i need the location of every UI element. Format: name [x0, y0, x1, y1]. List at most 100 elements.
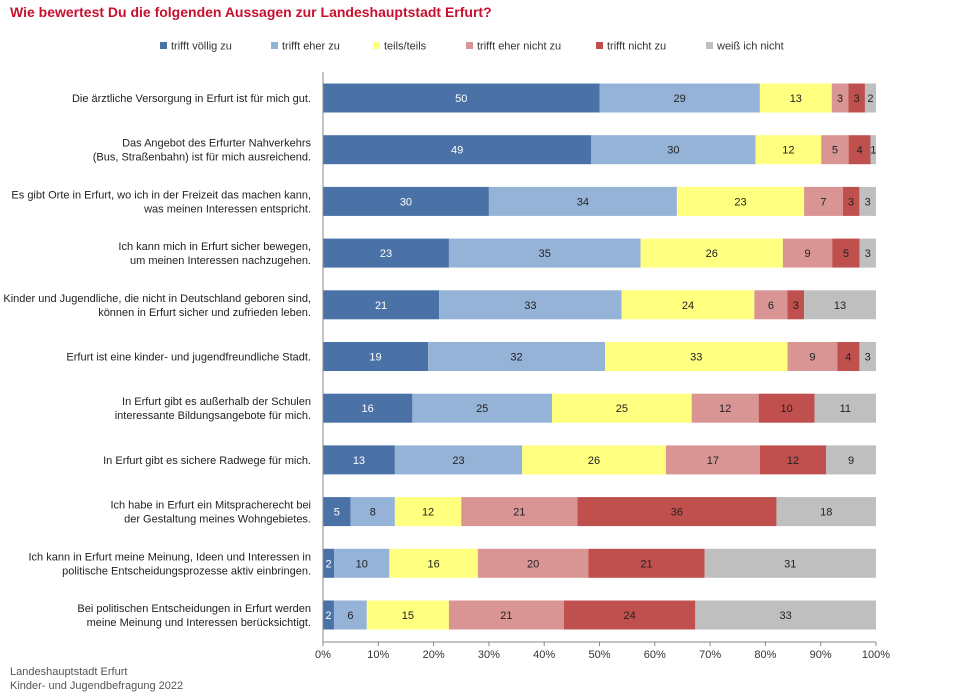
- data-label: 12: [782, 145, 794, 157]
- data-label: 30: [667, 145, 679, 157]
- bar-segment: [826, 445, 876, 475]
- bar-segment: [848, 83, 865, 113]
- legend-label: trifft völlig zu: [171, 41, 232, 53]
- x-axis: 0% 10% 20% 30% 40% 50% 60% 70% 80% 90% 100%: [315, 72, 890, 661]
- legend-label: weiß ich nicht: [716, 41, 784, 53]
- data-label: 2: [867, 93, 873, 105]
- bar-segment: [323, 600, 334, 630]
- data-label: 9: [809, 352, 815, 364]
- category-label: politische Entscheidungsprozesse aktiv e…: [62, 565, 311, 577]
- bar-segment: [323, 445, 395, 475]
- data-label: 11: [840, 403, 851, 415]
- x-tick-label: 60%: [644, 649, 666, 661]
- data-label: 33: [524, 300, 536, 312]
- data-label: 5: [334, 507, 340, 519]
- data-label: 3: [848, 196, 854, 208]
- data-label: 20: [527, 558, 539, 570]
- footer-survey: Kinder- und Jugendbefragung 2022: [10, 680, 184, 692]
- bar-segment: [665, 445, 760, 475]
- chart-title: Wie bewertest Du die folgenden Aussagen …: [10, 4, 492, 20]
- x-tick-label: 90%: [810, 649, 832, 661]
- legend-label: trifft eher nicht zu: [477, 41, 561, 53]
- bar-segment: [323, 238, 449, 268]
- bar-segment: [759, 83, 832, 113]
- data-label: 29: [674, 93, 686, 105]
- category-label: was meinen Interessen entspricht.: [143, 203, 311, 215]
- category-label: Kinder und Jugendliche, die nicht in Deu…: [3, 293, 311, 305]
- data-label: 25: [616, 403, 628, 415]
- bar-segment: [605, 342, 788, 371]
- footer-source: Landeshauptstadt Erfurt: [10, 666, 128, 678]
- data-label: 12: [719, 403, 731, 415]
- data-label: 3: [865, 248, 871, 260]
- x-tick-label: 10%: [367, 649, 389, 661]
- bar-segment: [758, 393, 815, 423]
- data-label: 16: [427, 558, 439, 570]
- data-label: 3: [854, 93, 860, 105]
- bar-segment: [350, 497, 395, 527]
- data-label: 10: [781, 403, 793, 415]
- legend-label: trifft nicht zu: [607, 41, 666, 53]
- data-label: 3: [865, 352, 871, 364]
- data-label: 25: [476, 403, 488, 415]
- data-label: 13: [834, 300, 846, 312]
- data-label: 36: [671, 507, 683, 519]
- bar-segment: [522, 445, 666, 475]
- data-label: 33: [780, 610, 792, 622]
- bar-segment: [782, 238, 833, 268]
- category-label: Ich kann mich in Erfurt sicher bewegen,: [118, 241, 311, 253]
- data-label: 23: [452, 455, 464, 467]
- bar-segment: [448, 238, 641, 268]
- bar-segment: [848, 135, 871, 165]
- data-label: 35: [539, 248, 551, 260]
- data-label: 1: [870, 145, 876, 157]
- data-label: 10: [356, 558, 368, 570]
- category-label: Bei politischen Entscheidungen in Erfurt…: [77, 603, 311, 615]
- data-label: 24: [623, 610, 635, 622]
- bar-segment: [691, 393, 759, 423]
- bar-segment: [448, 600, 564, 630]
- bar-segment: [859, 342, 876, 371]
- bar-segment: [323, 290, 440, 320]
- data-label: 6: [347, 610, 353, 622]
- bars: 50 29 13 3 3 249 30 12 5 4 130 34 23 7 3 323 35 26 9 5 321 33…: [323, 83, 876, 630]
- bar-segment: [323, 342, 429, 371]
- data-label: 5: [843, 248, 849, 260]
- data-label: 9: [848, 455, 854, 467]
- data-label: 4: [857, 145, 863, 157]
- x-tick-label: 30%: [478, 649, 500, 661]
- data-label: 9: [804, 248, 810, 260]
- bar-segment: [428, 342, 606, 371]
- category-label: interessante Bildungsangebote für mich.: [115, 410, 311, 422]
- category-label: Ich habe in Erfurt ein Mitspracherecht b…: [110, 500, 311, 512]
- data-label: 16: [362, 403, 374, 415]
- data-label: 21: [500, 610, 512, 622]
- data-label: 21: [640, 558, 652, 570]
- legend: trifft völlig zu trifft eher zu teils/teil…: [160, 41, 784, 53]
- data-label: 5: [832, 145, 838, 157]
- data-label: 26: [588, 455, 600, 467]
- bar-segment: [870, 135, 876, 165]
- legend-label: teils/teils: [384, 41, 427, 53]
- bar-segment: [755, 135, 822, 165]
- data-label: 2: [325, 610, 331, 622]
- bar-segment: [821, 135, 849, 165]
- bar-segment: [439, 290, 622, 320]
- footer: Landeshauptstadt Erfurt Kinder- und Juge…: [10, 665, 183, 693]
- bar-segment: [591, 135, 756, 165]
- category-label: Es gibt Orte in Erfurt, wo ich in der Fr…: [11, 189, 311, 201]
- bar-segment: [754, 290, 788, 320]
- x-tick-label: 20%: [423, 649, 445, 661]
- legend-swatch: [373, 42, 380, 49]
- bar-segment: [334, 548, 390, 578]
- x-tick-label: 70%: [699, 649, 721, 661]
- bar-segment: [831, 83, 849, 113]
- data-label: 21: [513, 507, 525, 519]
- bar-segment: [776, 497, 876, 527]
- category-label: In Erfurt gibt es außerhalb der Schulen: [122, 396, 311, 408]
- bar-segment: [412, 393, 553, 423]
- data-label: 26: [706, 248, 718, 260]
- category-label: In Erfurt gibt es sichere Radwege für mi…: [103, 455, 311, 467]
- data-label: 23: [734, 196, 746, 208]
